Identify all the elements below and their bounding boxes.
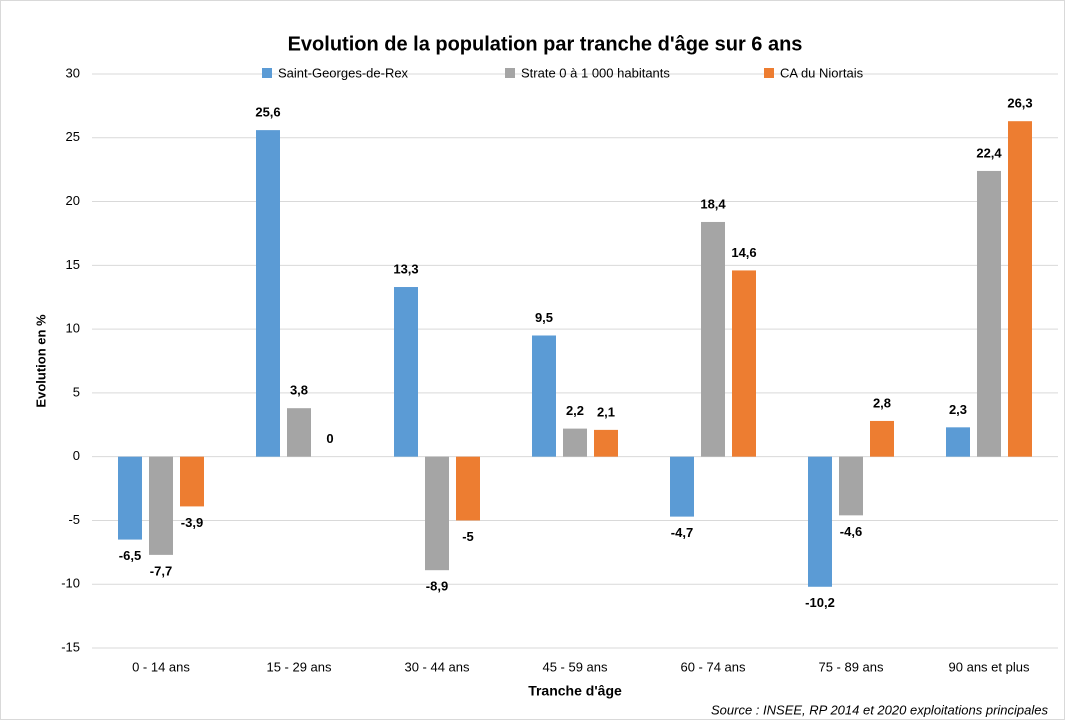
data-label: -10,2 [805, 595, 835, 610]
y-tick-label: 10 [66, 321, 80, 336]
legend-swatch [764, 68, 774, 78]
bar [394, 287, 418, 457]
data-label: 3,8 [290, 383, 308, 398]
x-tick-label: 60 - 74 ans [680, 659, 746, 674]
bar [118, 456, 142, 540]
x-tick-label: 0 - 14 ans [132, 659, 190, 674]
legend-swatch [505, 68, 515, 78]
x-tick-label: 30 - 44 ans [404, 659, 470, 674]
y-tick-label: 0 [73, 448, 80, 463]
bar [149, 456, 173, 555]
x-tick-label: 90 ans et plus [949, 659, 1030, 674]
bar [839, 456, 863, 516]
y-tick-label: 5 [73, 384, 80, 399]
bar [287, 408, 311, 457]
y-tick-label: 25 [66, 129, 80, 144]
data-label: 26,3 [1007, 96, 1032, 111]
data-label: 13,3 [393, 261, 418, 276]
y-tick-label: 15 [66, 257, 80, 272]
data-label: -8,9 [426, 579, 448, 594]
bar [456, 456, 480, 521]
chart-title: Evolution de la population par tranche d… [288, 33, 803, 55]
legend-label: CA du Niortais [780, 65, 864, 80]
y-tick-label: -15 [61, 639, 80, 654]
data-label: 18,4 [700, 196, 726, 211]
x-tick-label: 45 - 59 ans [542, 659, 608, 674]
bar [594, 429, 618, 457]
legend-swatch [262, 68, 272, 78]
bar [808, 456, 832, 587]
bar [701, 221, 725, 457]
legend-label: Strate 0 à 1 000 habitants [521, 65, 670, 80]
y-tick-label: -10 [61, 576, 80, 591]
x-tick-label: 15 - 29 ans [266, 659, 332, 674]
bar [670, 456, 694, 517]
data-label: -4,7 [671, 525, 693, 540]
data-label: 22,4 [976, 145, 1002, 160]
bar [180, 456, 204, 507]
data-label: 0 [326, 431, 333, 446]
data-label: -6,5 [119, 548, 141, 563]
y-tick-label: 30 [66, 65, 80, 80]
y-tick-label: 20 [66, 193, 80, 208]
bar [977, 170, 1001, 457]
data-label: 2,8 [873, 395, 891, 410]
data-label: 14,6 [731, 245, 756, 260]
y-axis-label: Evolution en % [33, 314, 48, 408]
data-label: -5 [462, 529, 474, 544]
x-axis-label: Tranche d'âge [528, 683, 622, 699]
bar [946, 427, 970, 457]
bar [732, 270, 756, 457]
source-note: Source : INSEE, RP 2014 et 2020 exploita… [711, 702, 1048, 717]
bar [256, 130, 280, 457]
data-label: 9,5 [535, 310, 553, 325]
data-label: 2,1 [597, 404, 615, 419]
data-label: -7,7 [150, 563, 172, 578]
x-tick-label: 75 - 89 ans [818, 659, 884, 674]
data-label: 25,6 [255, 105, 280, 120]
y-tick-label: -5 [68, 512, 80, 527]
data-label: 2,2 [566, 403, 584, 418]
data-label: -4,6 [840, 524, 862, 539]
bar [870, 420, 894, 457]
bar [425, 456, 449, 571]
bar [532, 335, 556, 457]
legend-label: Saint-Georges-de-Rex [278, 65, 409, 80]
data-label: 2,3 [949, 402, 967, 417]
bar [1008, 121, 1032, 457]
bar [563, 428, 587, 457]
data-label: -3,9 [181, 515, 203, 530]
